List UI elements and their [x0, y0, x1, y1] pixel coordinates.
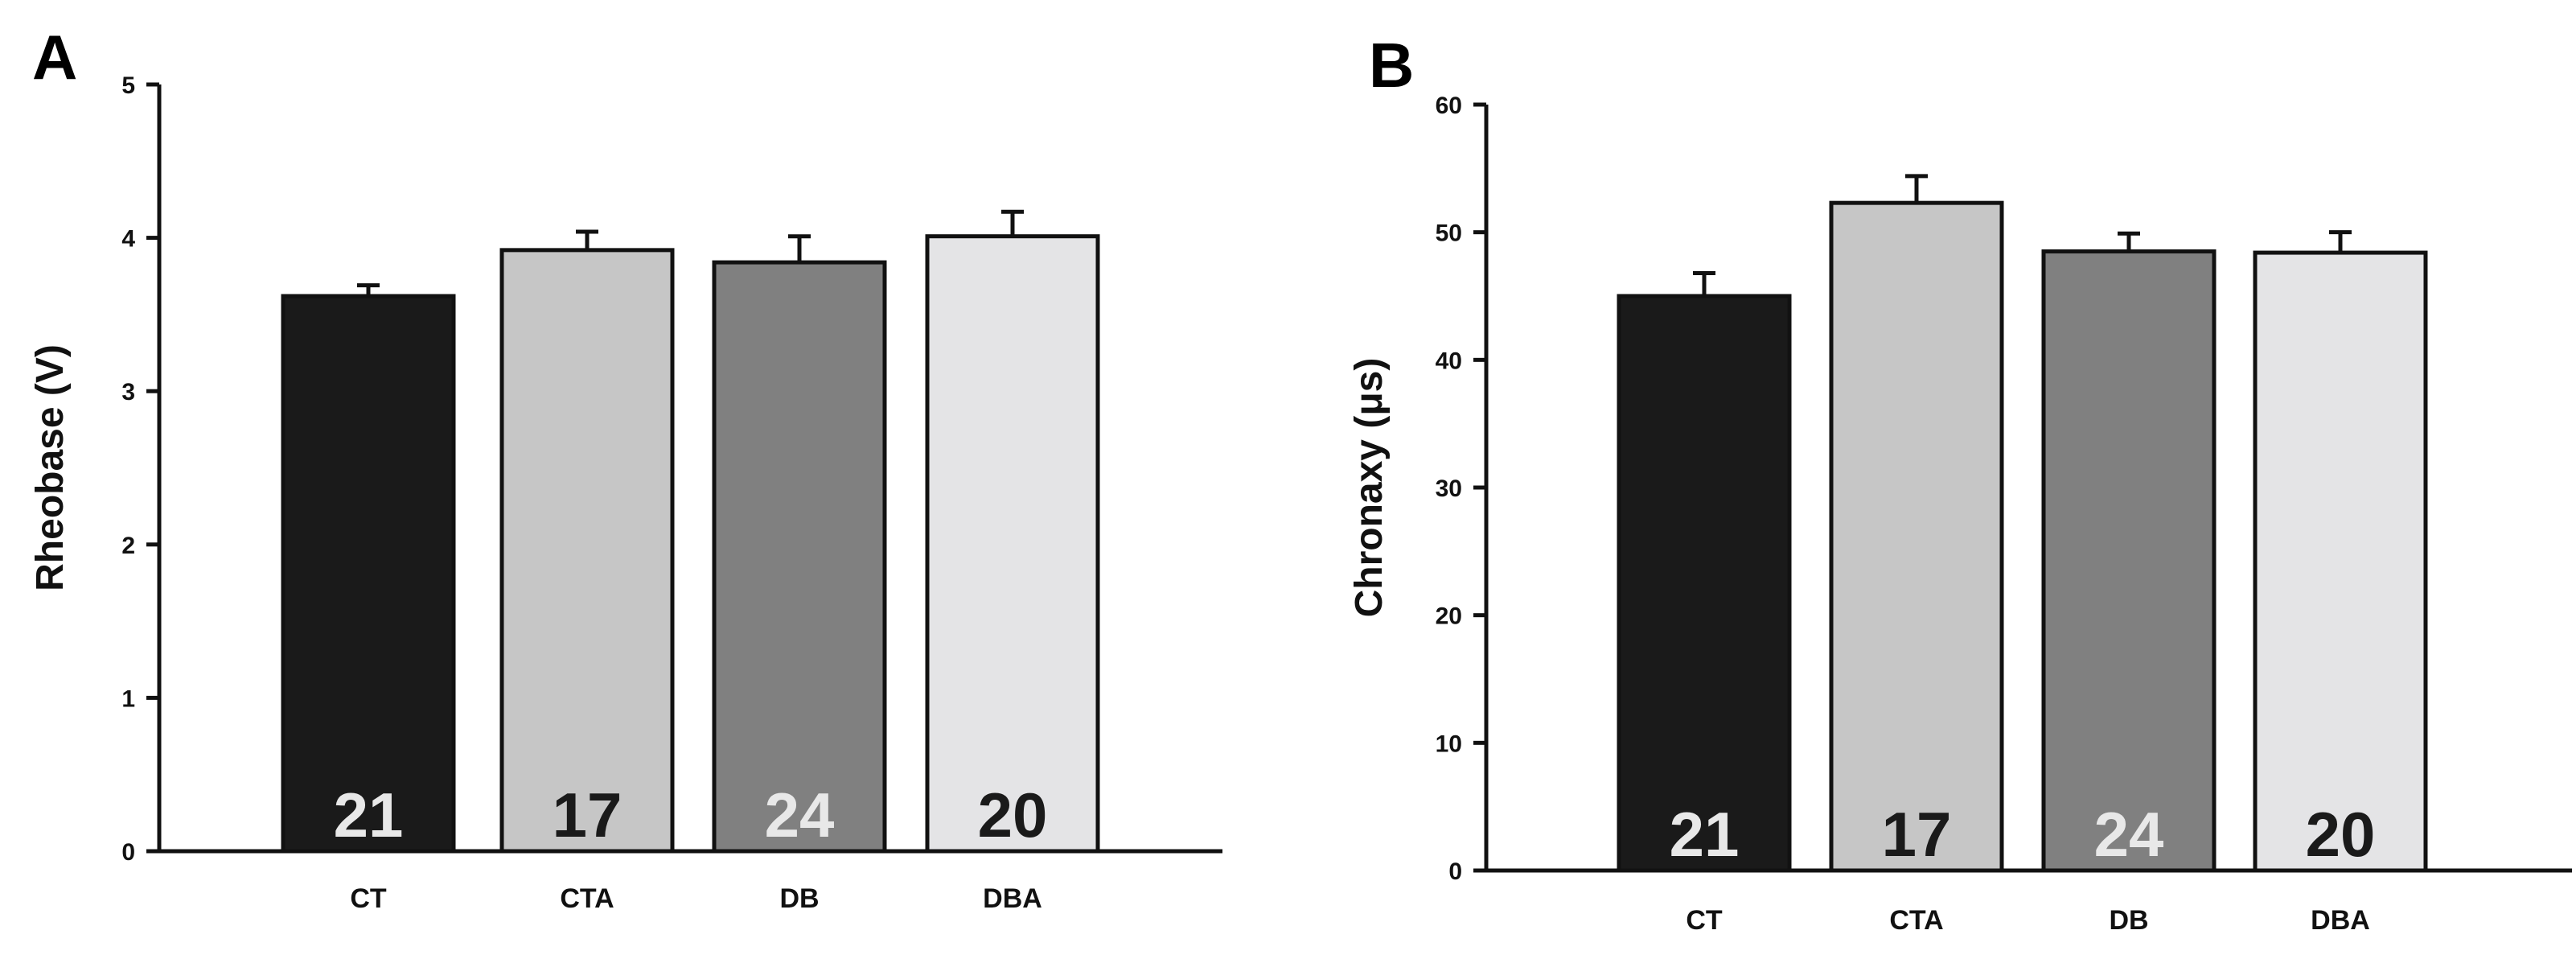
bar-n-label: 17 — [553, 780, 622, 850]
x-tick-label: CT — [350, 883, 387, 914]
y-tick-label: 1 — [121, 685, 135, 712]
y-tick-label: 2 — [121, 533, 135, 559]
bar-n-label: 17 — [1882, 799, 1952, 870]
bar-cta — [1829, 200, 2004, 873]
x-tick-label: DBA — [983, 883, 1042, 914]
y-tick-label: 3 — [121, 379, 135, 405]
bar-db — [712, 260, 887, 854]
bar-n-label: 24 — [765, 780, 835, 850]
y-axis-title: Rheobase (V) — [29, 344, 72, 591]
panel-a-chart: A 21 CT 17 CTA 24 DB 20 DBA 0 1 2 3 4 5 Rheobase (V) — [29, 22, 1222, 914]
y-tick-label: 20 — [1436, 603, 1462, 630]
y-tick-label: 10 — [1436, 731, 1462, 757]
y-tick-label: 40 — [1436, 348, 1462, 374]
bar-db — [2041, 249, 2217, 873]
x-tick-label: DB — [2109, 905, 2148, 936]
bar-n-label: 21 — [1670, 799, 1740, 870]
bar-dba — [2253, 250, 2428, 873]
x-tick-label: CT — [1686, 905, 1723, 936]
bar-ct — [281, 294, 456, 854]
bar-n-label: 20 — [978, 780, 1048, 850]
y-tick-label: 50 — [1436, 220, 1462, 247]
y-tick-label: 60 — [1436, 93, 1462, 119]
x-tick-label: CTA — [1889, 905, 1943, 936]
x-tick-label: DBA — [2311, 905, 2370, 936]
y-axis-title: Chronaxy (μs) — [1348, 358, 1391, 618]
y-tick-label: 5 — [121, 72, 135, 99]
bar-n-label: 20 — [2306, 799, 2376, 870]
y-tick-label: 0 — [121, 839, 135, 866]
bar-dba — [925, 234, 1100, 854]
panel-b-chart: B 21 CT 17 CTA 24 DB 20 DBA 0 10 20 30 40 50 60 Chronaxy… — [1348, 30, 2572, 936]
panel-letter: A — [32, 22, 77, 93]
y-tick-label: 0 — [1448, 858, 1462, 885]
bar-cta — [499, 248, 675, 854]
x-tick-label: CTA — [560, 883, 614, 914]
bar-n-label: 24 — [2094, 799, 2164, 870]
bar-ct — [1617, 294, 1792, 873]
y-tick-label: 4 — [121, 226, 135, 253]
x-tick-label: DB — [779, 883, 819, 914]
panel-letter: B — [1369, 30, 1414, 101]
bar-n-label: 21 — [334, 780, 404, 850]
y-tick-label: 30 — [1436, 475, 1462, 502]
